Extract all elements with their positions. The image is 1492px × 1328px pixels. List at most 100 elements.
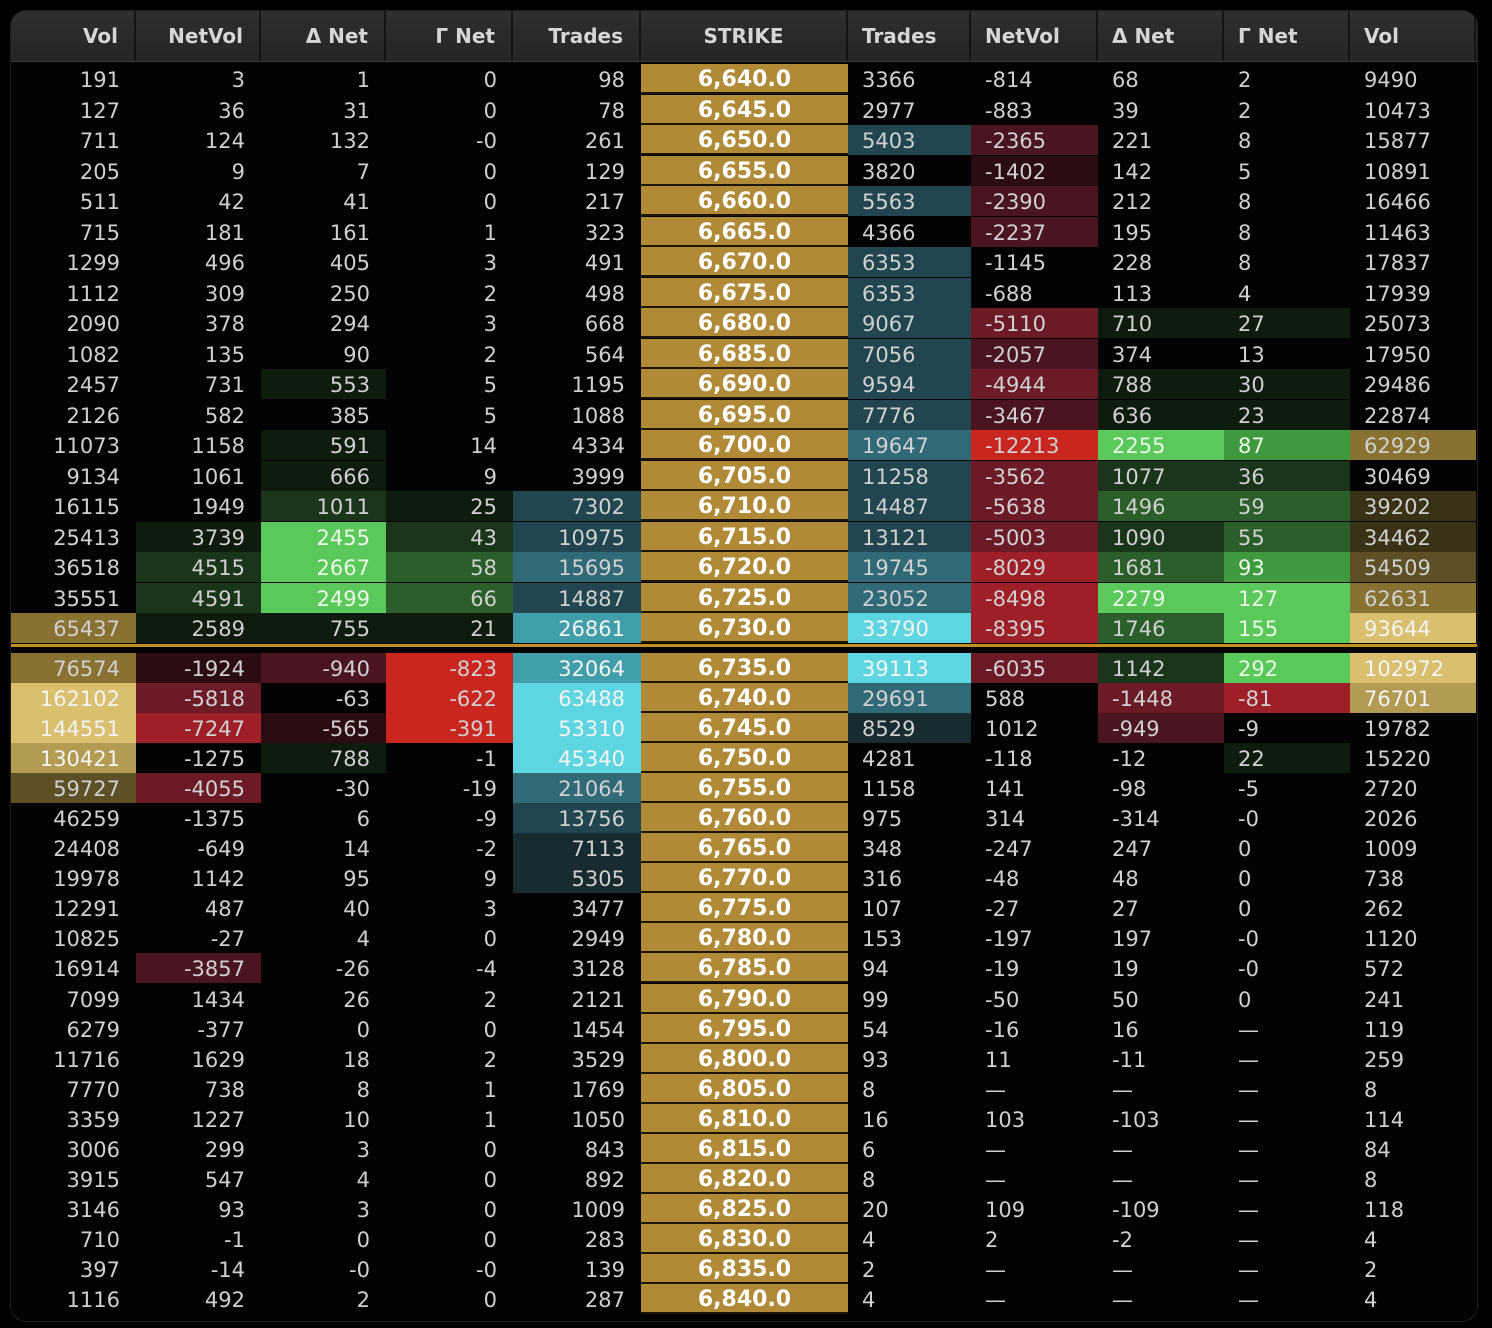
strike-cell[interactable]: 6,665.0: [641, 217, 848, 247]
header-put-trades[interactable]: Trades: [848, 11, 971, 61]
strike-cell[interactable]: 6,645.0: [641, 95, 848, 125]
put-trades-cell: 316: [862, 867, 903, 891]
strike-cell[interactable]: 6,775.0: [641, 893, 848, 923]
strike-cell[interactable]: 6,675.0: [641, 278, 848, 308]
strike-row[interactable]: 16914 -3857 -26 -4 3128 6,785.0 94 -19 19 -0 572: [11, 953, 1477, 983]
strike-cell[interactable]: 6,715.0: [641, 522, 848, 552]
header-put-gamma-net[interactable]: Γ Net: [1224, 11, 1350, 61]
strike-cell[interactable]: 6,710.0: [641, 491, 848, 521]
strike-cell[interactable]: 6,725.0: [641, 583, 848, 613]
strike-row[interactable]: 3146 93 3 0 1009 6,825.0 20 109 -109 — 118: [11, 1194, 1477, 1224]
strike-cell[interactable]: 6,815.0: [641, 1134, 848, 1164]
strike-cell[interactable]: 6,640.0: [641, 64, 848, 94]
strike-row[interactable]: 1116 492 2 0 287 6,840.0 4 — — — 4: [11, 1284, 1477, 1314]
strike-row[interactable]: 16115 1949 1011 25 7302 6,710.0 14487 -5638 1496…: [11, 491, 1477, 521]
strike-row[interactable]: 127 36 31 0 78 6,645.0 2977 -883 39 2 10473: [11, 95, 1477, 125]
call-delta-net-cell: 7: [356, 160, 370, 184]
strike-row[interactable]: 191 3 1 0 98 6,640.0 3366 -814 68 2 9490: [11, 64, 1477, 94]
strike-row[interactable]: 11073 1158 591 14 4334 6,700.0 19647 -12213 2255…: [11, 430, 1477, 460]
strike-row[interactable]: 710 -1 0 0 283 6,830.0 4 2 -2 — 4: [11, 1224, 1477, 1254]
strike-cell[interactable]: 6,720.0: [641, 552, 848, 582]
strike-row[interactable]: 76574 -1924 -940 -823 32064 6,735.0 39113 -6035…: [11, 653, 1477, 683]
strike-cell[interactable]: 6,835.0: [641, 1254, 848, 1284]
header-put-netvol[interactable]: NetVol: [971, 11, 1098, 61]
strike-cell[interactable]: 6,705.0: [641, 461, 848, 491]
strike-cell[interactable]: 6,700.0: [641, 430, 848, 460]
header-call-trades[interactable]: Trades: [513, 11, 641, 61]
strike-cell[interactable]: 6,750.0: [641, 743, 848, 773]
call-delta-net-cell: 250: [329, 282, 370, 306]
strike-row[interactable]: 46259 -1375 6 -9 13756 6,760.0 975 314 -314 -0 202…: [11, 803, 1477, 833]
strike-cell[interactable]: 6,740.0: [641, 683, 848, 713]
strike-cell[interactable]: 6,800.0: [641, 1044, 848, 1074]
header-strike[interactable]: STRIKE: [641, 11, 848, 61]
strike-row[interactable]: 511 42 41 0 217 6,660.0 5563 -2390 212 8 16466: [11, 186, 1477, 216]
header-call-vol[interactable]: Vol: [11, 11, 136, 61]
header-put-delta-net[interactable]: Δ Net: [1098, 11, 1224, 61]
strike-row[interactable]: 1112 309 250 2 498 6,675.0 6353 -688 113 4 17939: [11, 278, 1477, 308]
strike-row[interactable]: 3359 1227 10 1 1050 6,810.0 16 103 -103 — 114: [11, 1104, 1477, 1134]
header-call-delta-net[interactable]: Δ Net: [261, 11, 386, 61]
strike-cell[interactable]: 6,680.0: [641, 308, 848, 338]
strike-row[interactable]: 35551 4591 2499 66 14887 6,725.0 23052 -8498 227…: [11, 583, 1477, 613]
strike-row[interactable]: 3006 299 3 0 843 6,815.0 6 — — — 84: [11, 1134, 1477, 1164]
strike-row[interactable]: 1299 496 405 3 491 6,670.0 6353 -1145 228 8 17837: [11, 247, 1477, 277]
strike-cell[interactable]: 6,760.0: [641, 803, 848, 833]
header-call-netvol[interactable]: NetVol: [136, 11, 261, 61]
strike-cell[interactable]: 6,735.0: [641, 653, 848, 683]
call-trades-cell: 323: [584, 221, 625, 245]
strike-row[interactable]: 397 -14 -0 -0 139 6,835.0 2 — — — 2: [11, 1254, 1477, 1284]
strike-row[interactable]: 130421 -1275 788 -1 45340 6,750.0 4281 -118 -12 2…: [11, 743, 1477, 773]
strike-row[interactable]: 2126 582 385 5 1088 6,695.0 7776 -3467 636 23 2287…: [11, 400, 1477, 430]
strike-cell[interactable]: 6,755.0: [641, 773, 848, 803]
strike-row[interactable]: 711 124 132 -0 261 6,650.0 5403 -2365 221 8 15877: [11, 125, 1477, 155]
strike-row[interactable]: 11716 1629 18 2 3529 6,800.0 93 11 -11 — 259: [11, 1044, 1477, 1074]
strike-cell[interactable]: 6,670.0: [641, 247, 848, 277]
strike-cell[interactable]: 6,830.0: [641, 1224, 848, 1254]
strike-row[interactable]: 2457 731 553 5 1195 6,690.0 9594 -4944 788 30 2948…: [11, 369, 1477, 399]
strike-row[interactable]: 6279 -377 0 0 1454 6,795.0 54 -16 16 — 119: [11, 1014, 1477, 1044]
header-put-vol[interactable]: Vol: [1350, 11, 1476, 61]
strike-cell[interactable]: 6,770.0: [641, 863, 848, 893]
call-netvol-cell: 378: [204, 312, 245, 336]
strike-row[interactable]: 24408 -649 14 -2 7113 6,765.0 348 -247 247 0 1009: [11, 833, 1477, 863]
strike-cell[interactable]: 6,820.0: [641, 1164, 848, 1194]
strike-row[interactable]: 7770 738 8 1 1769 6,805.0 8 — — — 8: [11, 1074, 1477, 1104]
strike-cell[interactable]: 6,655.0: [641, 156, 848, 186]
put-delta-net-cell: —: [1112, 1138, 1133, 1162]
strike-cell[interactable]: 6,690.0: [641, 369, 848, 399]
strike-cell[interactable]: 6,765.0: [641, 833, 848, 863]
strike-cell[interactable]: 6,840.0: [641, 1284, 848, 1314]
strike-cell[interactable]: 6,790.0: [641, 984, 848, 1014]
strike-row[interactable]: 10825 -27 4 0 2949 6,780.0 153 -197 197 -0 1120: [11, 923, 1477, 953]
strike-cell[interactable]: 6,660.0: [641, 186, 848, 216]
call-gamma-net-cell: 0: [483, 1198, 497, 1222]
strike-row[interactable]: 65437 2589 755 21 26861 6,730.0 33790 -8395 1746…: [11, 613, 1477, 643]
strike-row[interactable]: 19978 1142 95 9 5305 6,770.0 316 -48 48 0 738: [11, 863, 1477, 893]
strike-cell[interactable]: 6,695.0: [641, 400, 848, 430]
strike-cell[interactable]: 6,780.0: [641, 923, 848, 953]
strike-row[interactable]: 36518 4515 2667 58 15695 6,720.0 19745 -8029 168…: [11, 552, 1477, 582]
strike-cell[interactable]: 6,810.0: [641, 1104, 848, 1134]
strike-cell[interactable]: 6,805.0: [641, 1074, 848, 1104]
strike-cell[interactable]: 6,745.0: [641, 713, 848, 743]
strike-row[interactable]: 25413 3739 2455 43 10975 6,715.0 13121 -5003 109…: [11, 522, 1477, 552]
strike-row[interactable]: 59727 -4055 -30 -19 21064 6,755.0 1158 141 -98 -5…: [11, 773, 1477, 803]
strike-row[interactable]: 162102 -5818 -63 -622 63488 6,740.0 29691 588 -1…: [11, 683, 1477, 713]
strike-cell[interactable]: 6,730.0: [641, 613, 848, 643]
strike-row[interactable]: 12291 487 40 3 3477 6,775.0 107 -27 27 0 262: [11, 893, 1477, 923]
strike-cell[interactable]: 6,785.0: [641, 953, 848, 983]
strike-row[interactable]: 1082 135 90 2 564 6,685.0 7056 -2057 374 13 17950: [11, 339, 1477, 369]
strike-cell[interactable]: 6,795.0: [641, 1014, 848, 1044]
strike-row[interactable]: 144551 -7247 -565 -391 53310 6,745.0 8529 1012 -…: [11, 713, 1477, 743]
strike-cell[interactable]: 6,825.0: [641, 1194, 848, 1224]
strike-row[interactable]: 205 9 7 0 129 6,655.0 3820 -1402 142 5 10891: [11, 156, 1477, 186]
header-call-gamma-net[interactable]: Γ Net: [386, 11, 513, 61]
strike-row[interactable]: 9134 1061 666 9 3999 6,705.0 11258 -3562 1077 36 3…: [11, 461, 1477, 491]
strike-row[interactable]: 2090 378 294 3 668 6,680.0 9067 -5110 710 27 25073: [11, 308, 1477, 338]
strike-row[interactable]: 715 181 161 1 323 6,665.0 4366 -2237 195 8 11463: [11, 217, 1477, 247]
strike-cell[interactable]: 6,650.0: [641, 125, 848, 155]
strike-row[interactable]: 7099 1434 26 2 2121 6,790.0 99 -50 50 0 241: [11, 984, 1477, 1014]
strike-row[interactable]: 3915 547 4 0 892 6,820.0 8 — — — 8: [11, 1164, 1477, 1194]
strike-cell[interactable]: 6,685.0: [641, 339, 848, 369]
